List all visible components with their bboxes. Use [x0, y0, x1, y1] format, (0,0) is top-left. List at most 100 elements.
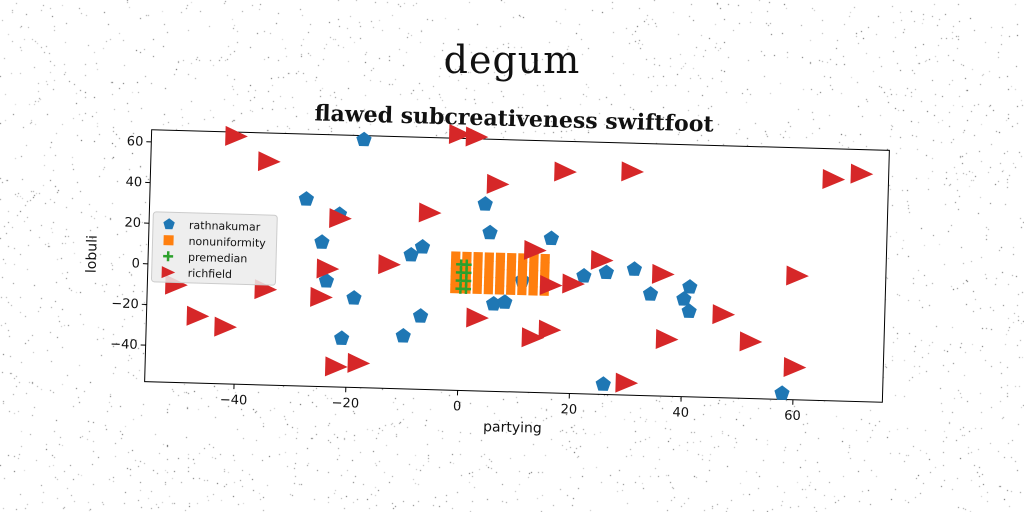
legend-label-richfield: richfield: [187, 267, 232, 281]
x-tick-label: 40: [672, 405, 689, 420]
legend-marker-rathnakumar: [163, 218, 175, 230]
legend-label-premedian: premedian: [188, 251, 248, 266]
point-nonuniformity-42: [517, 285, 527, 296]
point-nonuniformity-32: [506, 277, 516, 287]
point-nonuniformity-9: [450, 259, 461, 270]
point-nonuniformity-11: [473, 260, 483, 270]
point-richfield-6: [621, 161, 644, 182]
y-tick-label: 0: [131, 256, 140, 271]
x-tick-label: −40: [220, 393, 248, 409]
point-richfield-11: [316, 258, 340, 279]
point-rathnakumar-10: [403, 246, 419, 262]
point-rathnakumar-3: [314, 234, 330, 249]
point-nonuniformity-17: [540, 262, 550, 272]
point-rathnakumar-0: [356, 131, 372, 147]
point-nonuniformity-14: [506, 261, 517, 271]
point-richfield-17: [310, 286, 333, 307]
point-nonuniformity-13: [495, 260, 505, 271]
point-rathnakumar-23: [681, 303, 697, 319]
point-richfield-33: [615, 372, 639, 393]
point-nonuniformity-0: [451, 251, 461, 261]
point-rathnakumar-11: [477, 196, 493, 211]
point-richfield-14: [186, 305, 210, 326]
point-nonuniformity-33: [517, 277, 527, 288]
point-nonuniformity-43: [528, 286, 538, 296]
point-rathnakumar-15: [497, 294, 513, 309]
point-rathnakumar-24: [595, 376, 611, 391]
point-richfield-25: [562, 273, 585, 294]
point-richfield-28: [655, 329, 679, 350]
point-rathnakumar-25: [774, 385, 790, 400]
page-title: degum: [443, 38, 581, 82]
point-rathnakumar-18: [598, 264, 615, 280]
point-richfield-4: [486, 173, 510, 194]
x-tick-label: −20: [331, 396, 359, 412]
y-axis-label: lobuli: [84, 235, 101, 273]
point-richfield-9: [418, 202, 442, 223]
point-nonuniformity-15: [517, 261, 528, 271]
point-rathnakumar-17: [576, 267, 592, 283]
y-tick-label: 20: [124, 216, 141, 231]
legend-marker-nonuniformity: [163, 235, 174, 246]
point-nonuniformity-18: [450, 267, 461, 278]
point-richfield-32: [786, 265, 809, 286]
point-richfield-18: [324, 356, 348, 377]
point-richfield-10: [329, 208, 352, 229]
point-premedian-7: [461, 259, 472, 270]
point-richfield-12: [378, 254, 401, 275]
point-rathnakumar-12: [482, 224, 498, 240]
y-tick-label: −20: [111, 296, 139, 312]
point-rathnakumar-5: [346, 290, 362, 305]
point-nonuniformity-3: [484, 252, 495, 262]
legend-box: [150, 211, 278, 286]
y-tick-label: −40: [110, 337, 138, 353]
point-richfield-22: [521, 327, 545, 348]
point-richfield-3: [465, 126, 489, 147]
point-nonuniformity-39: [483, 284, 494, 295]
point-nonuniformity-41: [506, 285, 516, 295]
x-tick-label: 20: [560, 402, 577, 417]
point-nonuniformity-5: [506, 252, 517, 263]
point-rathnakumar-21: [676, 291, 692, 306]
point-richfield-20: [466, 307, 489, 328]
legend-label-rathnakumar: rathnakumar: [189, 219, 261, 234]
point-nonuniformity-22: [495, 268, 505, 279]
y-tick-label: 60: [127, 134, 144, 149]
plot-frame: [144, 129, 890, 403]
legend: rathnakumarnonuniformitypremedianrichfie…: [150, 211, 278, 286]
point-nonuniformity-34: [528, 277, 539, 288]
point-nonuniformity-12: [484, 260, 494, 270]
ticks-layer: −40 −20 0 20 40 60 −40 −20 0 20 40 60: [110, 134, 801, 424]
point-nonuniformity-24: [517, 269, 528, 280]
point-nonuniformity-31: [495, 277, 505, 287]
y-tick-label: 40: [125, 175, 142, 190]
point-richfield-0: [225, 125, 248, 146]
legend-label-nonuniformity: nonuniformity: [188, 235, 266, 250]
point-nonuniformity-23: [506, 269, 516, 279]
point-rathnakumar-6: [334, 330, 350, 345]
point-richfield-31: [783, 356, 807, 377]
point-nonuniformity-8: [540, 253, 550, 264]
point-richfield-23: [538, 319, 562, 340]
chart-title: flawed subcreativeness swiftfoot: [314, 100, 715, 137]
point-richfield-29: [712, 304, 736, 325]
point-nonuniformity-40: [494, 285, 505, 295]
point-nonuniformity-25: [528, 269, 539, 280]
point-nonuniformity-21: [484, 268, 494, 279]
point-nonuniformity-20: [472, 268, 483, 278]
point-nonuniformity-29: [472, 276, 483, 286]
marks-layer: [165, 123, 874, 400]
point-rathnakumar-8: [412, 308, 429, 323]
point-rathnakumar-9: [414, 239, 431, 254]
point-nonuniformity-2: [473, 252, 483, 262]
point-nonuniformity-30: [483, 276, 494, 287]
point-rathnakumar-22: [682, 279, 698, 294]
legend-marker-premedian: [163, 251, 174, 262]
point-nonuniformity-1: [462, 251, 472, 262]
point-rathnakumar-20: [642, 286, 659, 301]
point-rathnakumar-13: [543, 230, 560, 246]
point-richfield-15: [214, 316, 237, 337]
x-tick-label: 0: [453, 399, 462, 414]
point-nonuniformity-27: [450, 275, 460, 286]
